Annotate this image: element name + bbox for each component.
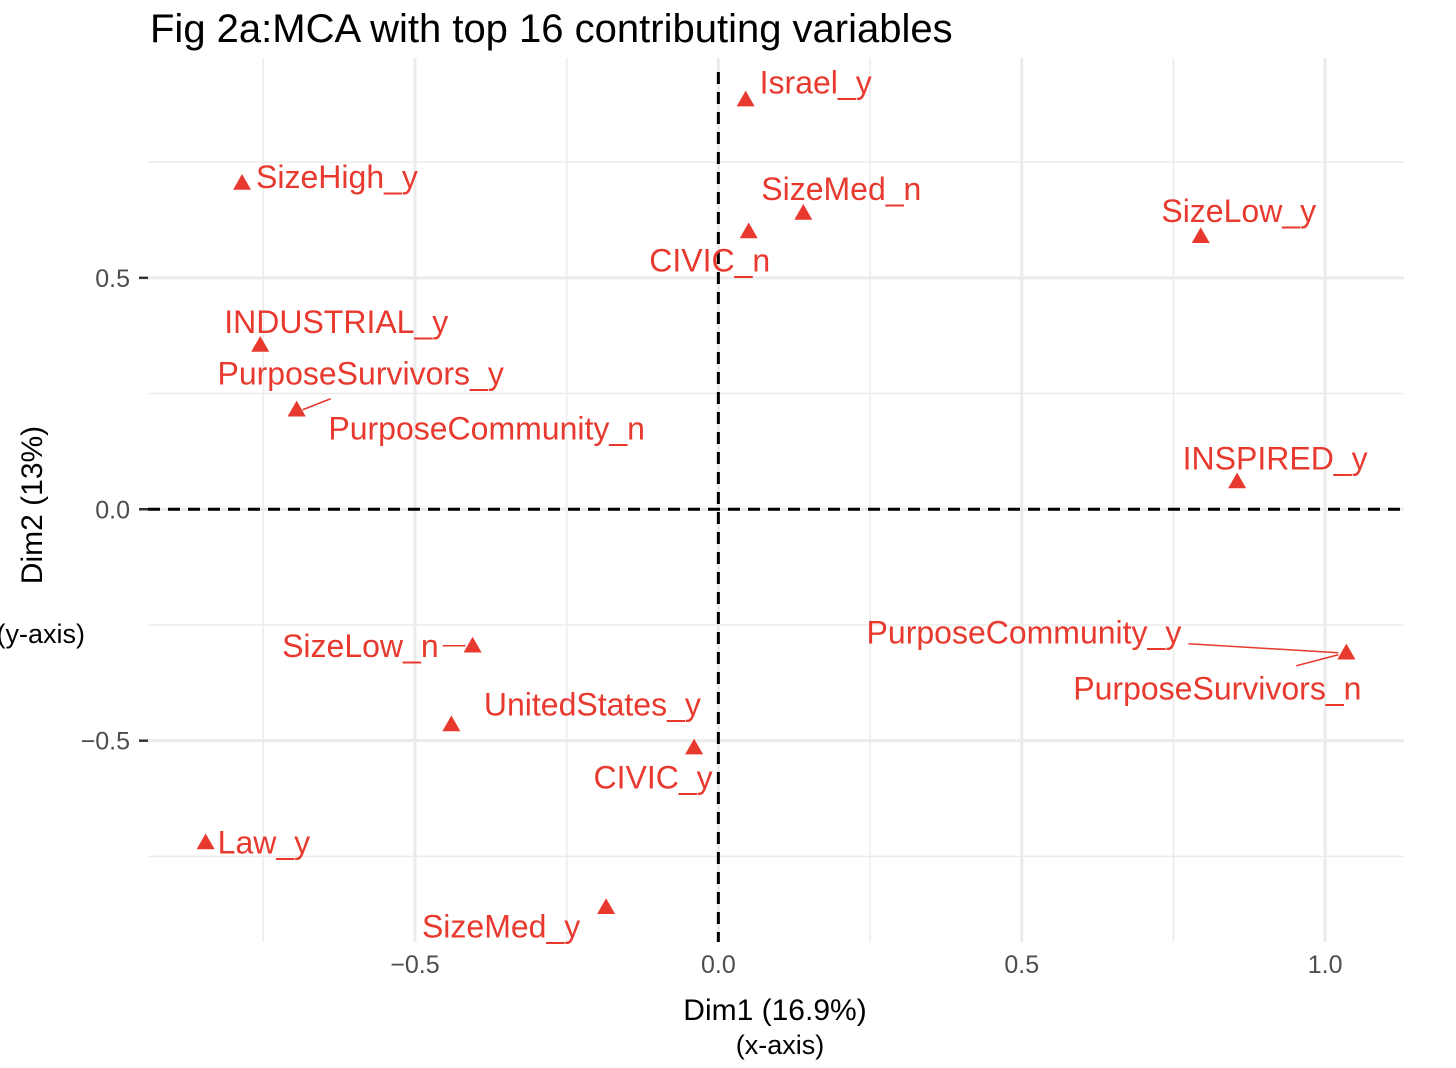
point-marker-law-y [196, 833, 215, 850]
point-marker-sizelow-n [463, 636, 482, 653]
point-marker-civic-y [685, 738, 704, 755]
point-label-inspired-y: INSPIRED_y [1183, 440, 1368, 476]
x-tick-label: 1.0 [1308, 951, 1343, 979]
x-tick-label: −0.5 [390, 951, 439, 979]
reference-lines [148, 72, 1404, 942]
point-marker-purposecommunity-n [287, 400, 306, 417]
point-label-purposesurvivors-n: PurposeSurvivors_n [1073, 671, 1361, 707]
point-label-sizelow-n: SizeLow_n [282, 628, 439, 664]
point-marker-sizehigh-y [233, 173, 252, 190]
point-label-unitedstates-y: UnitedStates_y [484, 686, 701, 722]
point-label-israel-y: Israel_y [760, 65, 872, 101]
point-marker-inspired-y [1228, 472, 1247, 489]
y-axis-title: Dim2 (13%) [16, 426, 49, 584]
point-label-sizemed-y: SizeMed_y [422, 908, 580, 944]
point-marker-civic-n [739, 222, 758, 239]
point-marker-sizemed-y [597, 898, 616, 915]
minor-gridlines [148, 58, 1404, 942]
x-tick-label: 0.0 [701, 951, 736, 979]
point-marker-sizelow-y [1191, 227, 1210, 243]
point-labels: Israel_y SizeHigh_y SizeMed_n SizeLow_y CIVI… [217, 65, 1367, 945]
point-label-sizelow-y: SizeLow_y [1161, 193, 1316, 229]
y-tick-label: 0.0 [95, 496, 130, 524]
point-label-law-y: Law_y [218, 824, 311, 860]
x-axis-title: Dim1 (16.9%) [683, 994, 866, 1027]
point-marker-sizemed-n [794, 204, 813, 220]
point-label-civic-y: CIVIC_y [594, 760, 713, 796]
point-label-purposecommunity-n: PurposeCommunity_n [328, 411, 645, 447]
leader-line-purposesurvivors-n [1296, 654, 1339, 667]
point-label-civic-n: CIVIC_n [649, 243, 770, 279]
leader-line-purposecommunity-y [1188, 642, 1339, 654]
point-marker-israel-y [736, 90, 755, 107]
x-axis-ticks: −0.5 0.0 0.5 1.0 [390, 951, 1342, 979]
y-tick-label: 0.5 [95, 265, 130, 293]
point-label-industrial-y: INDUSTRIAL_y [224, 304, 448, 340]
leader-line-purposesurvivors-y [302, 398, 331, 411]
point-label-sizehigh-y: SizeHigh_y [256, 159, 418, 195]
x-axis-note: (x-axis) [736, 1030, 825, 1060]
y-tick-label: −0.5 [81, 728, 130, 756]
point-label-purposesurvivors-y: PurposeSurvivors_y [217, 356, 503, 392]
y-axis-ticks: −0.5 0.0 0.5 [81, 265, 148, 756]
chart-title: Fig 2a:MCA with top 16 contributing vari… [150, 7, 953, 51]
point-marker-industrial-y [251, 335, 270, 352]
x-tick-label: 0.5 [1004, 951, 1039, 979]
data-points [196, 90, 1356, 915]
point-label-sizemed-n: SizeMed_n [761, 171, 921, 207]
y-axis-note: (y-axis) [0, 619, 85, 649]
point-marker-purposesurvivors-n [1337, 643, 1356, 660]
point-label-purposecommunity-y: PurposeCommunity_y [867, 615, 1182, 651]
label-leader-lines [302, 398, 1339, 667]
point-marker-unitedstates-y [442, 715, 461, 732]
